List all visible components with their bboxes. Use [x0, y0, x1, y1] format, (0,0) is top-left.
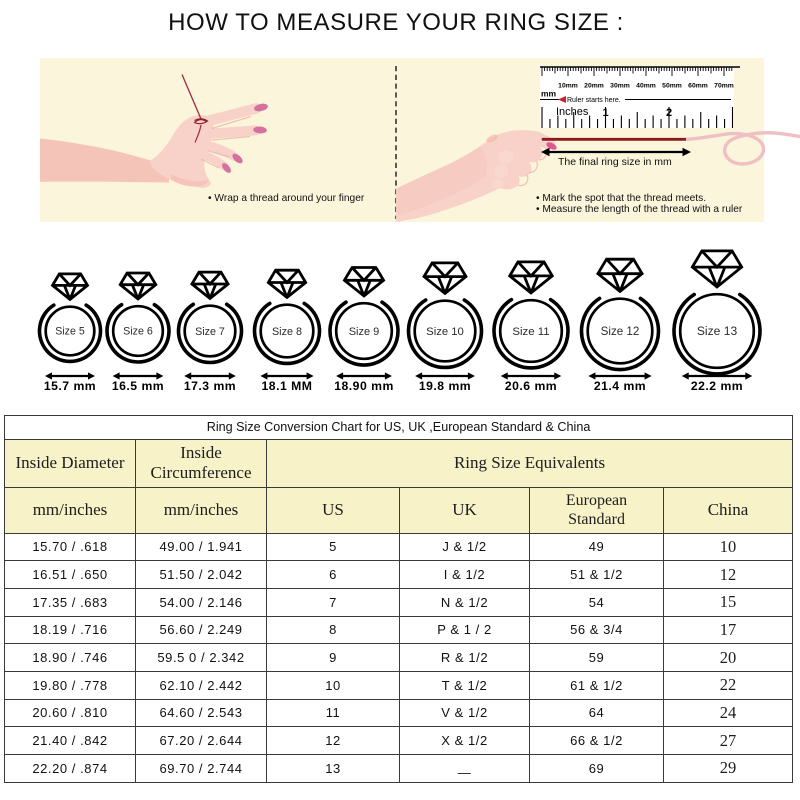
svg-text:Size 6: Size 6 — [123, 326, 153, 338]
svg-text:Size 9: Size 9 — [349, 326, 380, 338]
svg-text:1: 1 — [602, 107, 608, 119]
svg-text:40mm: 40mm — [636, 83, 656, 90]
svg-text:Size 13: Size 13 — [697, 324, 738, 338]
svg-text:Size 8: Size 8 — [272, 326, 302, 338]
svg-text:Inches: Inches — [556, 106, 589, 118]
svg-text:16.5 mm: 16.5 mm — [112, 379, 164, 393]
svg-text:18.90 mm: 18.90 mm — [334, 379, 394, 393]
svg-text:18.1 MM: 18.1 MM — [262, 379, 313, 393]
svg-text:17.3 mm: 17.3 mm — [184, 379, 236, 393]
svg-text:Size 5: Size 5 — [55, 326, 85, 338]
svg-text:20mm: 20mm — [584, 83, 604, 90]
svg-text:2: 2 — [666, 107, 672, 119]
svg-text:Ruler starts here.: Ruler starts here. — [567, 97, 621, 104]
svg-text:30mm: 30mm — [610, 83, 630, 90]
svg-text:20.6 mm: 20.6 mm — [505, 379, 557, 393]
svg-text:mm: mm — [541, 89, 557, 99]
svg-text:Size 7: Size 7 — [195, 326, 225, 338]
svg-text:19.8 mm: 19.8 mm — [419, 379, 471, 393]
svg-text:22.2 mm: 22.2 mm — [691, 379, 743, 393]
svg-text:Size 12: Size 12 — [601, 325, 640, 338]
svg-text:21.4 mm: 21.4 mm — [594, 379, 646, 393]
svg-text:50mm: 50mm — [662, 83, 682, 90]
svg-text:Size 10: Size 10 — [426, 326, 464, 338]
svg-text:70mm: 70mm — [714, 83, 734, 90]
svg-text:Size 11: Size 11 — [512, 326, 549, 338]
svg-text:15.7 mm: 15.7 mm — [44, 379, 96, 393]
svg-text:60mm: 60mm — [688, 83, 708, 90]
svg-text:10mm: 10mm — [558, 83, 578, 90]
svg-text:The final ring size in mm: The final ring size in mm — [558, 156, 672, 168]
